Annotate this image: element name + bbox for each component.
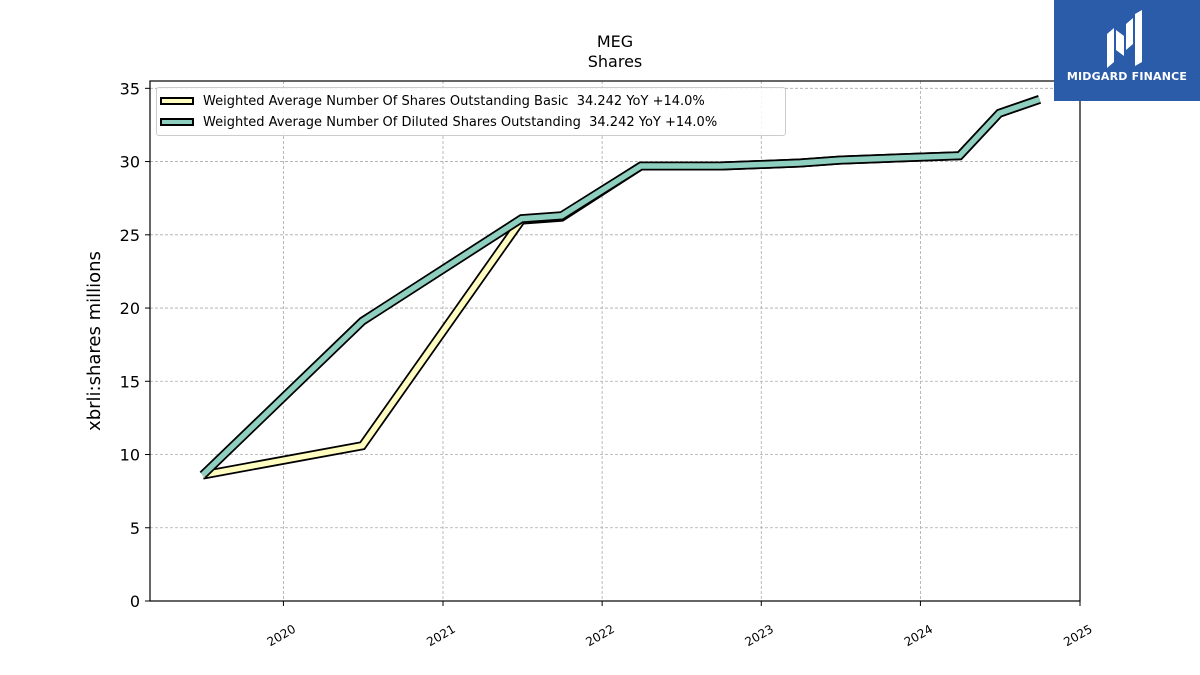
y-tick-label: 35: [120, 79, 140, 98]
series-line-1: [200, 96, 1041, 478]
logo-text: MIDGARD FINANCE: [1066, 70, 1188, 83]
y-tick-label: 0: [130, 592, 140, 611]
legend-item-diluted: Weighted Average Number Of Diluted Share…: [157, 112, 717, 132]
x-tick-label: 2024: [902, 622, 935, 649]
legend-swatch-diluted: [160, 118, 194, 126]
y-tick-label: 20: [120, 299, 140, 318]
y-axis-label: xbrli:shares millions: [84, 251, 105, 431]
chart-title: MEG: [596, 32, 634, 51]
legend-label-basic: Weighted Average Number Of Shares Outsta…: [203, 93, 705, 109]
y-tick-label: 5: [130, 519, 140, 538]
legend-label-diluted: Weighted Average Number Of Diluted Share…: [203, 114, 718, 130]
x-tick-label: 2022: [583, 622, 616, 649]
legend: Weighted Average Number Of Shares Outsta…: [156, 87, 786, 136]
y-tick-label: 10: [120, 446, 140, 465]
chart-subtitle: Shares: [587, 52, 643, 71]
x-tick-label: 2021: [424, 622, 457, 649]
plot-frame: [149, 80, 1081, 602]
y-tick-label: 30: [120, 153, 140, 172]
logo-mark-icon: [1107, 10, 1142, 68]
midgard-finance-logo: MIDGARD FINANCE: [1054, 0, 1200, 101]
y-tick-label: 15: [120, 372, 140, 391]
x-tick-label: 2023: [743, 622, 776, 649]
series-layer: [199, 95, 1041, 480]
legend-item-basic: Weighted Average Number Of Shares Outsta…: [157, 91, 705, 111]
x-tick-label: 2020: [265, 622, 298, 649]
legend-swatch-basic: [160, 97, 194, 105]
x-tick-label: 2025: [1061, 622, 1094, 649]
y-tick-label: 25: [120, 226, 140, 245]
